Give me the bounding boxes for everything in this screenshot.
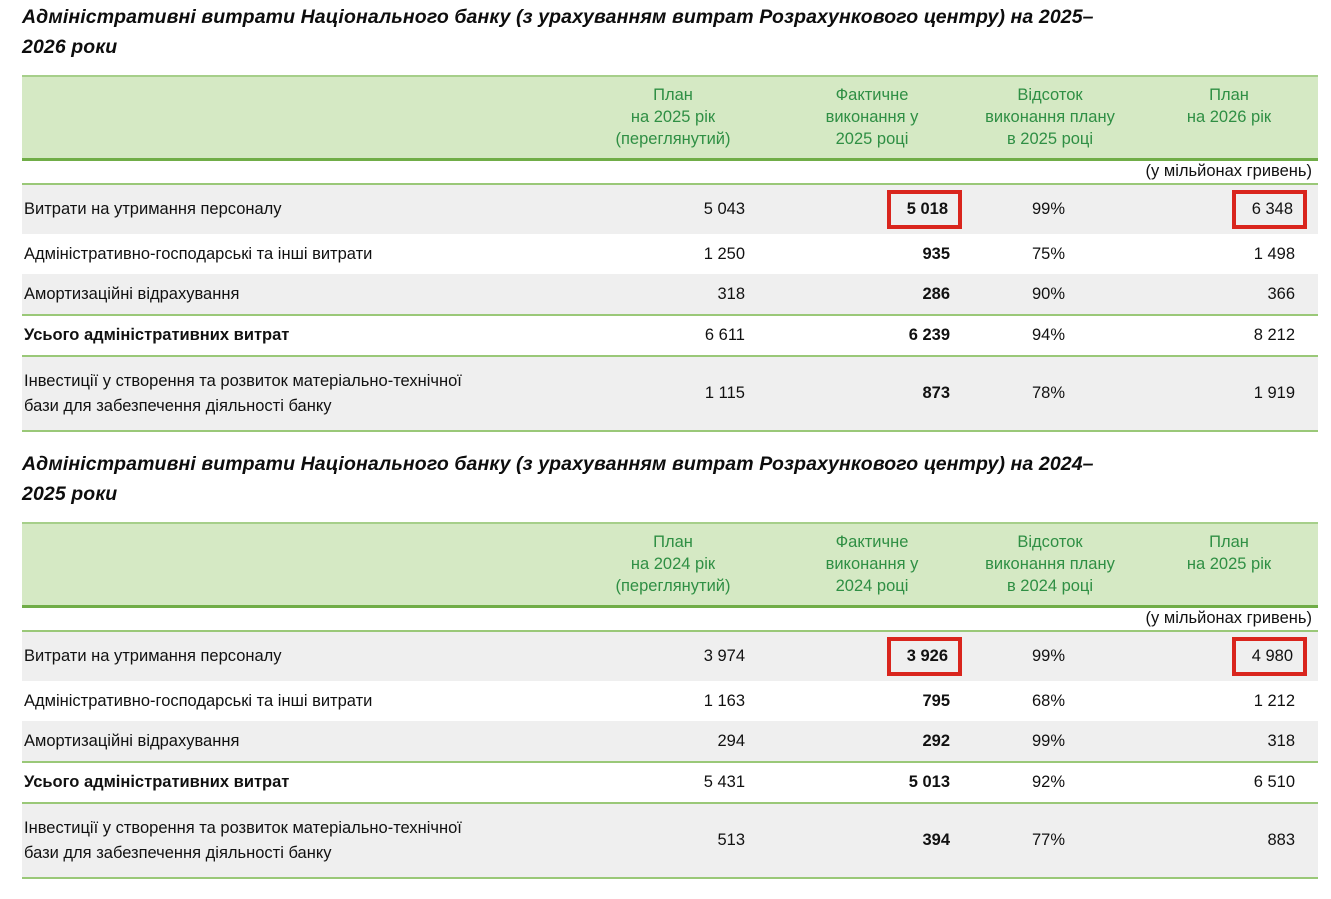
cell-percent: 94% [1031, 326, 1065, 344]
column-header-percent: Відсоток виконання плану в 2025 році [985, 86, 1115, 148]
cell-actual: 292 [922, 731, 950, 750]
table-row-admin-household: Адміністративно-господарські та інші вит… [22, 681, 1318, 721]
table-header-row: План на 2024 рік (переглянутий) Фактичне… [22, 522, 1318, 608]
cell-plan: 6 611 [704, 326, 745, 344]
section-2025-2026: Адміністративні витрати Національного ба… [22, 2, 1318, 432]
units-note: (у мільйонах гривень) [22, 608, 1318, 632]
units-note: (у мільйонах гривень) [22, 161, 1318, 185]
cell-next-plan: 8 212 [1253, 326, 1295, 344]
table-title-2024-2025: Адміністративні витрати Національного ба… [22, 453, 1094, 505]
cell-plan: 294 [717, 731, 745, 750]
row-label: Витрати на утримання персоналу [24, 647, 282, 665]
row-label: Усього адміністративних витрат [24, 326, 290, 344]
cell-plan: 5 431 [703, 773, 745, 791]
cell-percent: 99% [1031, 731, 1065, 750]
cell-next-plan: 883 [1267, 831, 1295, 849]
table-row-personnel: Витрати на утримання персоналу 5 043 5 0… [22, 185, 1318, 234]
column-header-actual: Фактичне виконання у 2024 році [825, 533, 919, 595]
cell-actual: 5 013 [908, 773, 950, 791]
table-header-row: План на 2025 рік (переглянутий) Фактичне… [22, 75, 1318, 161]
column-header-next-plan: План на 2025 рік [1186, 533, 1272, 573]
cell-plan: 1 163 [703, 691, 745, 710]
cell-plan: 318 [717, 284, 745, 303]
cell-actual: 5 018 [784, 190, 962, 229]
table-row-investments: Інвестиції у створення та розвиток матер… [22, 357, 1318, 432]
cell-next-plan: 6 348 [1140, 190, 1318, 229]
expenses-table-2024-2025: План на 2024 рік (переглянутий) Фактичне… [22, 522, 1318, 879]
row-label: Усього адміністративних витрат [24, 773, 290, 791]
row-label: Адміністративно-господарські та інші вит… [24, 244, 373, 263]
cell-next-plan: 366 [1267, 284, 1295, 303]
cell-next-plan: 1 498 [1253, 244, 1295, 263]
column-header-plan-revised: План на 2024 рік (переглянутий) [615, 533, 731, 595]
cell-next-plan: 318 [1267, 731, 1295, 750]
cell-plan: 3 974 [703, 647, 745, 665]
cell-next-plan: 4 980 [1140, 637, 1318, 676]
cell-plan: 5 043 [703, 200, 745, 218]
column-header-plan-revised: План на 2025 рік (переглянутий) [615, 86, 731, 148]
table-row-total: Усього адміністративних витрат 6 611 6 2… [22, 314, 1318, 357]
cell-actual: 795 [922, 691, 950, 710]
table-row-depreciation: Амортизаційні відрахування 294 292 99% 3… [22, 721, 1318, 761]
cell-next-plan: 6 510 [1253, 773, 1295, 791]
highlight-box-actual: 5 018 [886, 190, 962, 229]
cell-plan: 1 250 [703, 244, 745, 263]
cell-actual: 286 [922, 284, 950, 303]
column-header-next-plan: План на 2026 рік [1186, 86, 1272, 126]
table-row-admin-household: Адміністративно-господарські та інші вит… [22, 234, 1318, 274]
row-label: Амортизаційні відрахування [24, 284, 240, 303]
cell-plan: 513 [717, 831, 745, 849]
cell-actual-value: 5 018 [906, 200, 948, 218]
cell-percent: 90% [1031, 284, 1065, 303]
row-label: Амортизаційні відрахування [24, 731, 240, 750]
cell-percent: 99% [1031, 200, 1065, 218]
cell-percent: 75% [1031, 244, 1065, 263]
document-page: Адміністративні витрати Національного ба… [22, 2, 1318, 879]
section-2024-2025: Адміністративні витрати Національного ба… [22, 449, 1318, 879]
column-header-actual: Фактичне виконання у 2025 році [825, 86, 919, 148]
cell-actual: 935 [922, 244, 950, 263]
cell-percent: 68% [1031, 691, 1065, 710]
highlight-box-next-plan: 4 980 [1231, 637, 1307, 676]
cell-actual: 6 239 [908, 326, 950, 344]
cell-next-plan: 1 212 [1253, 691, 1295, 710]
cell-next-plan: 1 919 [1253, 384, 1295, 402]
table-row-depreciation: Амортизаційні відрахування 318 286 90% 3… [22, 274, 1318, 314]
cell-percent: 92% [1031, 773, 1065, 791]
highlight-box-actual: 3 926 [886, 637, 962, 676]
cell-actual: 394 [922, 831, 950, 849]
cell-percent: 78% [1031, 384, 1065, 402]
table-row-personnel: Витрати на утримання персоналу 3 974 3 9… [22, 632, 1318, 681]
row-label: Адміністративно-господарські та інші вит… [24, 691, 373, 710]
cell-percent: 99% [1031, 647, 1065, 665]
table-row-total: Усього адміністративних витрат 5 431 5 0… [22, 761, 1318, 804]
cell-actual-value: 3 926 [906, 647, 948, 665]
highlight-box-next-plan: 6 348 [1231, 190, 1307, 229]
column-header-percent: Відсоток виконання плану в 2024 році [985, 533, 1115, 595]
cell-next-plan-value: 6 348 [1251, 200, 1293, 218]
row-label: Інвестиції у створення та розвиток матер… [24, 371, 462, 415]
table-row-investments: Інвестиції у створення та розвиток матер… [22, 804, 1318, 879]
cell-percent: 77% [1031, 831, 1065, 849]
table-title-2025-2026: Адміністративні витрати Національного ба… [22, 6, 1094, 58]
cell-plan: 1 115 [704, 384, 745, 402]
cell-actual: 3 926 [784, 637, 962, 676]
cell-next-plan-value: 4 980 [1251, 647, 1293, 665]
row-label: Інвестиції у створення та розвиток матер… [24, 818, 462, 862]
expenses-table-2025-2026: План на 2025 рік (переглянутий) Фактичне… [22, 75, 1318, 432]
cell-actual: 873 [922, 384, 950, 402]
row-label: Витрати на утримання персоналу [24, 200, 282, 218]
